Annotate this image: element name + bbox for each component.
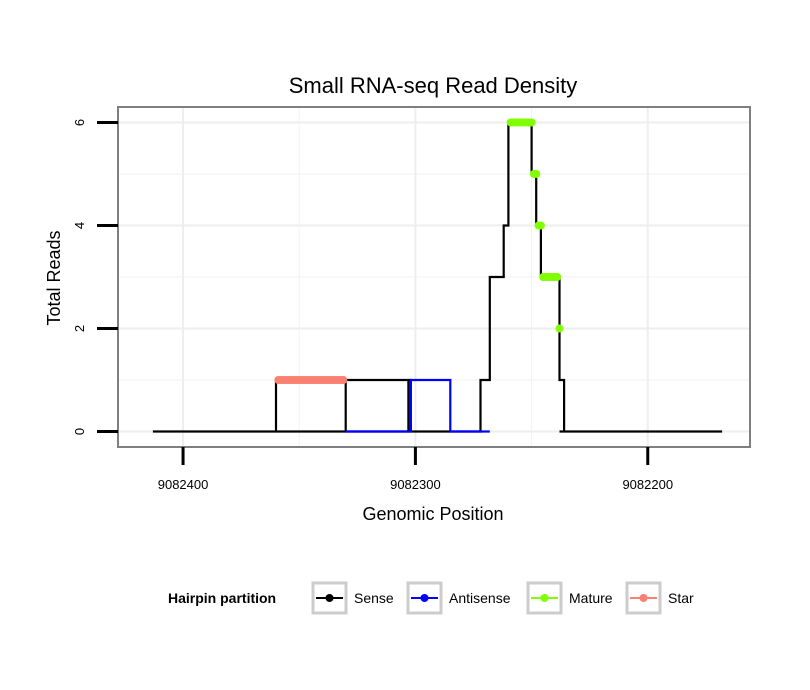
- legend: Hairpin partition Sense Antisense Mature St…: [168, 581, 694, 615]
- y-tick-label: 2: [72, 325, 87, 332]
- legend-point-antisense: [420, 594, 429, 602]
- x-tick-label: 9082200: [622, 477, 673, 492]
- mature-data-point: [553, 273, 562, 281]
- star-data-point: [339, 376, 348, 385]
- legend-point-sense: [325, 594, 334, 602]
- x-tick-label: 9082400: [158, 477, 209, 492]
- sense-series-line: [152, 121, 723, 433]
- legend-point-star: [639, 594, 648, 602]
- chart-title: Small RNA-seq Read Density: [289, 73, 578, 98]
- x-tick-label: 9082300: [390, 477, 441, 492]
- legend-point-mature: [540, 594, 549, 602]
- mature-data-point: [555, 324, 564, 333]
- y-tick-label: 0: [72, 428, 87, 435]
- mature-data-point: [532, 169, 541, 178]
- panel-border: [117, 106, 751, 448]
- plot-area: 0 2 4 6 9082400 9082300 9082200: [72, 106, 751, 492]
- mature-data-point: [527, 118, 536, 127]
- legend-title: Hairpin partition: [168, 590, 276, 606]
- legend-label-antisense: Antisense: [449, 590, 511, 606]
- y-tick-label: 6: [72, 119, 87, 126]
- legend-label-mature: Mature: [569, 590, 613, 606]
- y-axis-title: Total Reads: [44, 230, 64, 325]
- x-axis-title: Genomic Position: [362, 504, 503, 524]
- mature-data-point: [536, 221, 545, 230]
- y-tick-label: 4: [72, 222, 87, 229]
- legend-label-star: Star: [668, 590, 694, 606]
- antisense-series-line: [345, 378, 490, 433]
- legend-label-sense: Sense: [354, 590, 394, 606]
